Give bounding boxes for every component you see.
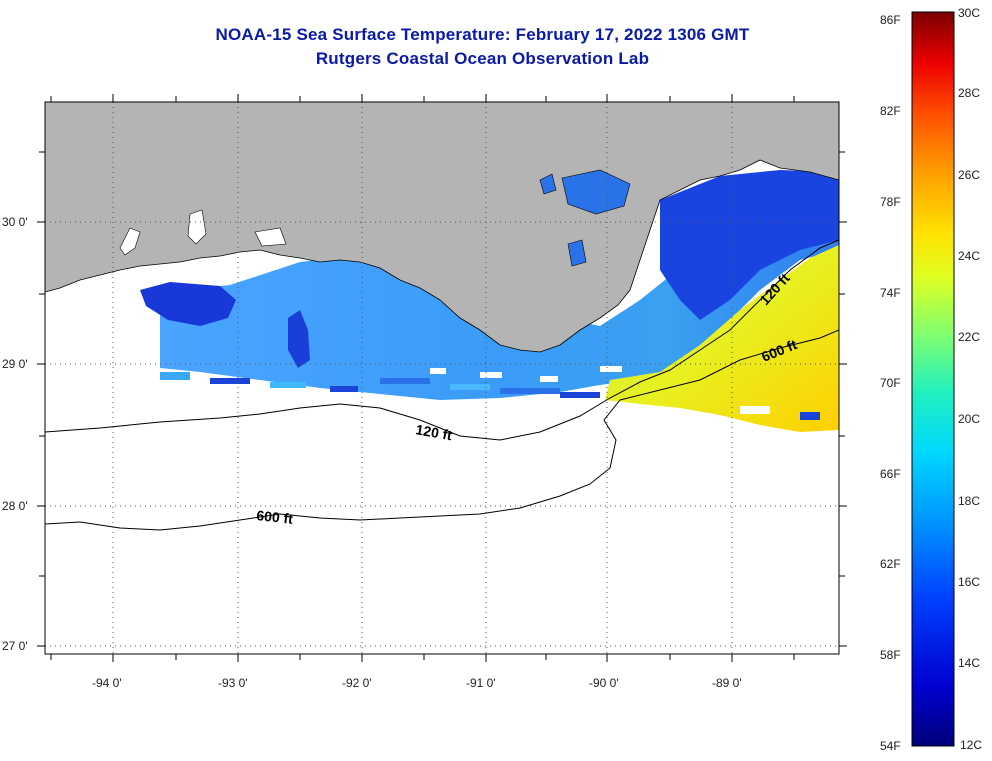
colorbar-f-label: 54F xyxy=(880,739,901,753)
lake-pontchartrain xyxy=(561,169,631,215)
contour-label-600-west: 600 ft xyxy=(256,507,294,527)
colorbar-f-label: 58F xyxy=(880,648,901,662)
map-title: NOAA-15 Sea Surface Temperature: Februar… xyxy=(215,25,750,44)
lat-label: 28 0' xyxy=(2,499,28,513)
colorbar-c-label: 18C xyxy=(958,494,981,508)
colorbar-c-label: 12C xyxy=(960,738,983,752)
colorbar-f-label: 86F xyxy=(880,13,901,27)
sst-cold-patch-west xyxy=(140,282,236,326)
colorbar-c-label: 30C xyxy=(958,6,981,20)
lon-label: -90 0' xyxy=(589,676,619,690)
contour-label-120-west: 120 ft xyxy=(414,421,453,443)
colorbar-f-label: 82F xyxy=(880,104,901,118)
colorbar-f-label: 78F xyxy=(880,195,901,209)
colorbar-c-label: 14C xyxy=(958,656,981,670)
contour-120ft xyxy=(45,239,839,441)
lon-label: -89 0' xyxy=(712,676,742,690)
colorbar-c-label: 20C xyxy=(958,412,981,426)
inland-lake-small xyxy=(567,239,587,267)
sst-cold-patch-east xyxy=(660,170,839,320)
sst-warm-water xyxy=(605,245,839,432)
contour-600ft xyxy=(45,329,839,531)
colorbar-c-label: 22C xyxy=(958,330,981,344)
colorbar xyxy=(911,11,955,747)
inland-lake-sabine xyxy=(187,209,207,245)
colorbar-f-label: 66F xyxy=(880,467,901,481)
sst-edge-noise xyxy=(160,366,820,420)
lon-label: -94 0' xyxy=(92,676,122,690)
colorbar-c-label: 24C xyxy=(958,249,981,263)
colorbar-c-label: 16C xyxy=(958,575,981,589)
lon-label: -93 0' xyxy=(218,676,248,690)
colorbar-c-label: 28C xyxy=(958,86,981,100)
lon-label: -91 0' xyxy=(466,676,496,690)
land-mass xyxy=(45,102,839,353)
frame-ticks xyxy=(37,94,847,662)
lon-label: -92 0' xyxy=(342,676,372,690)
colorbar-c-label: 26C xyxy=(958,168,981,182)
lat-label: 29 0' xyxy=(2,357,28,371)
lat-label: 27 0' xyxy=(2,639,28,653)
lat-label: 30 0' xyxy=(2,215,28,229)
inland-lake-calcasieu xyxy=(254,227,287,247)
inland-lake-borgne xyxy=(539,173,557,195)
map-subtitle: Rutgers Coastal Ocean Observation Lab xyxy=(315,49,650,68)
colorbar-f-label: 62F xyxy=(880,557,901,571)
colorbar-f-label: 74F xyxy=(880,286,901,300)
map-frame xyxy=(44,101,840,655)
inland-lake-west xyxy=(119,227,141,256)
graticule xyxy=(45,102,839,654)
colorbar-f-label: 70F xyxy=(880,376,901,390)
sst-cold-patch-center xyxy=(288,310,310,368)
